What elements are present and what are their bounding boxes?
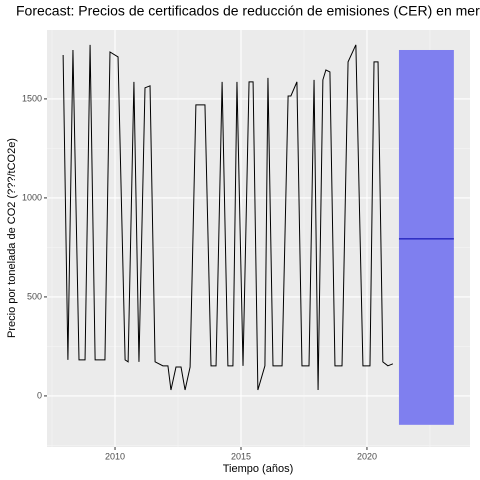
x-tick-label: 2015 [231, 451, 251, 461]
y-axis-title: Precio por tonelada de CO2 (???/tCO2e) [6, 138, 18, 338]
y-tick-label: 1500 [22, 93, 42, 103]
forecast-interval [398, 49, 454, 425]
series-line [62, 44, 394, 391]
x-tick-label: 2020 [357, 451, 377, 461]
y-tick-label: 0 [37, 390, 42, 400]
chart-title: Forecast: Precios de certificados de red… [16, 3, 480, 19]
x-axis-title: Tiempo (años) [223, 463, 294, 475]
y-tick-label: 1000 [22, 192, 42, 202]
x-tick-label: 2010 [105, 451, 125, 461]
y-tick-label: 500 [27, 291, 42, 301]
